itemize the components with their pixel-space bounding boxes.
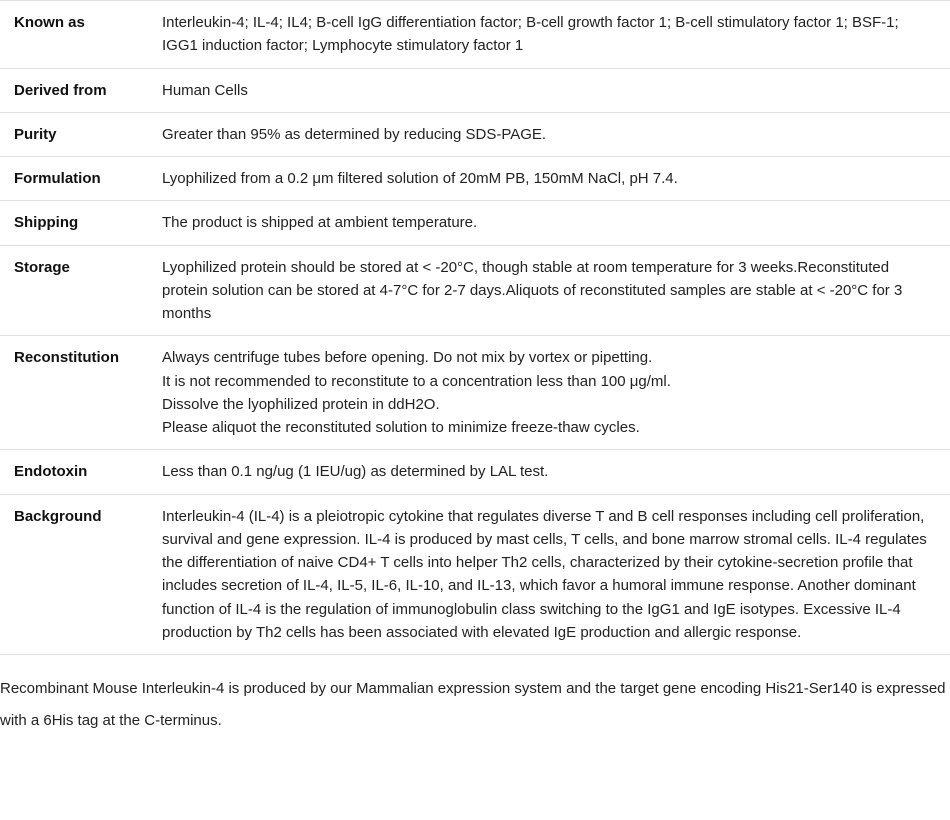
spec-row: ShippingThe product is shipped at ambien… — [0, 201, 950, 245]
spec-row-value: Always centrifuge tubes before opening. … — [148, 336, 950, 450]
spec-row-value: Lyophilized from a 0.2 μm filtered solut… — [148, 157, 950, 201]
spec-row-value: Human Cells — [148, 68, 950, 112]
spec-row: EndotoxinLess than 0.1 ng/ug (1 IEU/ug) … — [0, 450, 950, 494]
spec-row: PurityGreater than 95% as determined by … — [0, 112, 950, 156]
spec-row-value: Greater than 95% as determined by reduci… — [148, 112, 950, 156]
spec-row: BackgroundInterleukin-4 (IL-4) is a plei… — [0, 494, 950, 655]
spec-row-label: Formulation — [0, 157, 148, 201]
spec-row-label: Known as — [0, 1, 148, 69]
spec-row-value: Less than 0.1 ng/ug (1 IEU/ug) as determ… — [148, 450, 950, 494]
spec-row-label: Endotoxin — [0, 450, 148, 494]
spec-tbody: Known asInterleukin-4; IL-4; IL4; B-cell… — [0, 1, 950, 655]
spec-row-label: Purity — [0, 112, 148, 156]
spec-row: ReconstitutionAlways centrifuge tubes be… — [0, 336, 950, 450]
spec-row-label: Background — [0, 494, 148, 655]
spec-row: FormulationLyophilized from a 0.2 μm fil… — [0, 157, 950, 201]
spec-table: Known asInterleukin-4; IL-4; IL4; B-cell… — [0, 0, 950, 655]
spec-row-label: Reconstitution — [0, 336, 148, 450]
footnote-text: Recombinant Mouse Interleukin-4 is produ… — [0, 655, 950, 754]
spec-row-value: Interleukin-4 (IL-4) is a pleiotropic cy… — [148, 494, 950, 655]
spec-row-value: Lyophilized protein should be stored at … — [148, 245, 950, 336]
spec-row-label: Storage — [0, 245, 148, 336]
spec-row: Known asInterleukin-4; IL-4; IL4; B-cell… — [0, 1, 950, 69]
spec-row: StorageLyophilized protein should be sto… — [0, 245, 950, 336]
spec-row: Derived fromHuman Cells — [0, 68, 950, 112]
spec-row-label: Derived from — [0, 68, 148, 112]
spec-row-value: The product is shipped at ambient temper… — [148, 201, 950, 245]
spec-row-label: Shipping — [0, 201, 148, 245]
spec-row-value: Interleukin-4; IL-4; IL4; B-cell IgG dif… — [148, 1, 950, 69]
